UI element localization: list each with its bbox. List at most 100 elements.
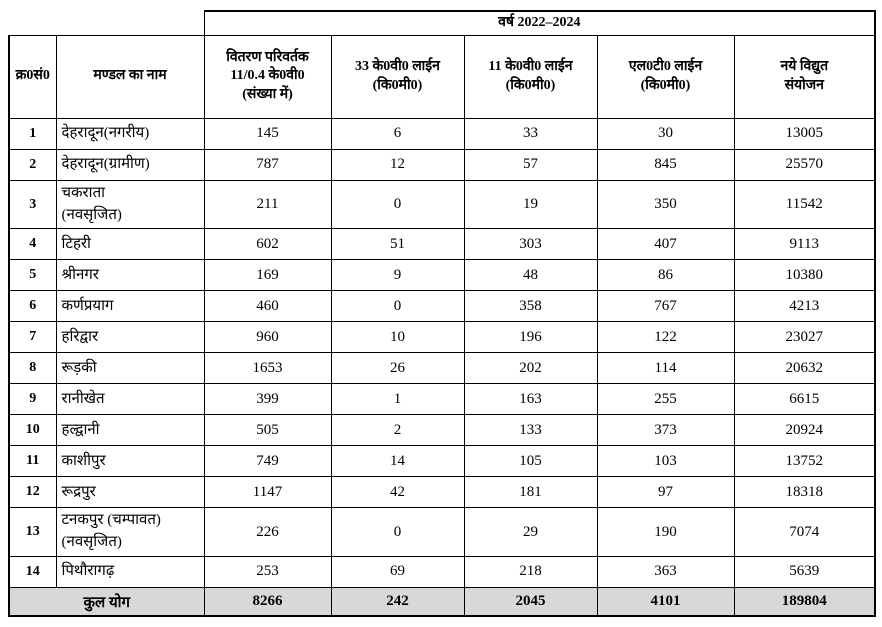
header-spacer bbox=[9, 11, 204, 35]
serial-cell: 8 bbox=[8, 352, 57, 385]
serial-cell: 9 bbox=[8, 383, 57, 416]
kv11-line-cell: 181 bbox=[463, 476, 598, 509]
new-connections-cell: 6615 bbox=[733, 383, 877, 416]
table-row: 10 हल्द्वानी 505 2 133 373 20924 bbox=[8, 414, 877, 447]
table-row: 12 रूद्रपुर 1147 42 181 97 18318 bbox=[8, 476, 877, 509]
division-name-cell: रूड़की bbox=[55, 352, 205, 385]
serial-cell: 10 bbox=[8, 414, 57, 447]
table-body: 1 देहरादून(नगरीय) 145 6 33 30 13005 2 देहरादून(ग… bbox=[8, 117, 877, 588]
serial-cell: 5 bbox=[8, 259, 57, 292]
transformers-count-cell: 253 bbox=[203, 555, 332, 588]
division-name-cell: हल्द्वानी bbox=[55, 414, 205, 447]
total-label: कुल योग bbox=[8, 586, 205, 618]
new-connections-cell: 23027 bbox=[733, 321, 877, 354]
table-row: 7 हरिद्वार 960 10 196 122 23027 bbox=[8, 321, 877, 354]
col-header-line: वितरण परिवर्तक bbox=[226, 49, 309, 65]
kv33-line-cell: 0 bbox=[330, 179, 465, 230]
lt-line-cell: 86 bbox=[596, 259, 735, 292]
total-11kv-cell: 2045 bbox=[463, 586, 598, 618]
division-name-cell: टिहरी bbox=[55, 228, 205, 261]
kv11-line-cell: 196 bbox=[463, 321, 598, 354]
total-lt-cell: 4101 bbox=[596, 586, 735, 618]
serial-cell: 3 bbox=[8, 179, 57, 230]
kv33-line-cell: 0 bbox=[330, 290, 465, 323]
total-transformers-cell: 8266 bbox=[203, 586, 332, 618]
serial-cell: 12 bbox=[8, 476, 57, 509]
transformers-count-cell: 602 bbox=[203, 228, 332, 261]
kv33-line-cell: 6 bbox=[330, 117, 465, 150]
lt-line-cell: 97 bbox=[596, 476, 735, 509]
kv33-line-cell: 12 bbox=[330, 148, 465, 181]
kv11-line-cell: 218 bbox=[463, 555, 598, 588]
lt-line-cell: 373 bbox=[596, 414, 735, 447]
col-header-line: एल0टी0 लाईन bbox=[628, 59, 703, 74]
lt-line-cell: 407 bbox=[596, 228, 735, 261]
lt-line-cell: 363 bbox=[596, 555, 735, 588]
lt-line-cell: 103 bbox=[596, 445, 735, 478]
year-header-row: वर्ष 2022–2024 bbox=[9, 9, 877, 36]
transformers-count-cell: 787 bbox=[203, 148, 332, 181]
kv33-line-cell: 1 bbox=[330, 383, 465, 416]
new-connections-cell: 4213 bbox=[733, 290, 877, 323]
division-name-cell: पिथौरागढ़ bbox=[55, 555, 205, 588]
division-name-cell: टनकपुर (चम्पावत) (नवसृजित) bbox=[55, 507, 205, 557]
kv11-line-cell: 202 bbox=[463, 352, 598, 385]
new-connections-cell: 20924 bbox=[733, 414, 877, 447]
col-header-lt-line: एल0टी0 लाईन (कि0मी0) bbox=[596, 34, 735, 119]
col-header-transformers: वितरण परिवर्तक 11/0.4 के0वी0 (संख्या में… bbox=[203, 34, 332, 119]
kv11-line-cell: 29 bbox=[463, 507, 598, 557]
total-new-connections-cell: 189804 bbox=[733, 586, 877, 618]
table-row: 14 पिथौरागढ़ 253 69 218 363 5639 bbox=[8, 555, 877, 588]
new-connections-cell: 11542 bbox=[733, 179, 877, 230]
col-header-line: नये विद्युत bbox=[780, 59, 829, 74]
kv33-line-cell: 14 bbox=[330, 445, 465, 478]
division-name-cell: रूद्रपुर bbox=[55, 476, 205, 509]
kv11-line-cell: 105 bbox=[463, 445, 598, 478]
col-header-line: 11 के0वी0 लाईन bbox=[488, 59, 573, 74]
division-statistics-table: वर्ष 2022–2024 क्र0सं0 मण्डल का नाम वितर… bbox=[8, 9, 877, 618]
table-row: 3 चकराता (नवसृजित) 211 0 19 350 11542 bbox=[8, 179, 877, 230]
kv11-line-cell: 303 bbox=[463, 228, 598, 261]
col-header-line: संयोजन bbox=[784, 77, 824, 93]
col-header-line: 11/0.4 के0वी0 bbox=[230, 68, 305, 84]
transformers-count-cell: 960 bbox=[203, 321, 332, 354]
new-connections-cell: 25570 bbox=[733, 148, 877, 181]
division-name-cell: रानीखेत bbox=[55, 383, 205, 416]
new-connections-cell: 10380 bbox=[733, 259, 877, 292]
lt-line-cell: 30 bbox=[596, 117, 735, 150]
transformers-count-cell: 1653 bbox=[203, 352, 332, 385]
col-header-line: (कि0मी0) bbox=[372, 77, 423, 93]
serial-cell: 13 bbox=[8, 507, 57, 557]
kv11-line-cell: 133 bbox=[463, 414, 598, 447]
lt-line-cell: 767 bbox=[596, 290, 735, 323]
new-connections-cell: 13752 bbox=[733, 445, 877, 478]
lt-line-cell: 122 bbox=[596, 321, 735, 354]
lt-line-cell: 845 bbox=[596, 148, 735, 181]
kv33-line-cell: 9 bbox=[330, 259, 465, 292]
col-header-line: (संख्या में) bbox=[242, 87, 293, 103]
division-name-cell: श्रीनगर bbox=[55, 259, 205, 292]
table-row: 8 रूड़की 1653 26 202 114 20632 bbox=[8, 352, 877, 385]
kv11-line-cell: 57 bbox=[463, 148, 598, 181]
kv33-line-cell: 51 bbox=[330, 228, 465, 261]
table-row: 4 टिहरी 602 51 303 407 9113 bbox=[8, 228, 877, 261]
new-connections-cell: 9113 bbox=[733, 228, 877, 261]
serial-cell: 11 bbox=[8, 445, 57, 478]
col-header-line: 33 के0वी0 लाईन bbox=[355, 59, 440, 74]
division-name-cell: काशीपुर bbox=[55, 445, 205, 478]
kv11-line-cell: 48 bbox=[463, 259, 598, 292]
table-row: 13 टनकपुर (चम्पावत) (नवसृजित) 226 0 29 190 707… bbox=[8, 507, 877, 557]
col-header-new-connections: नये विद्युत संयोजन bbox=[733, 34, 877, 119]
kv33-line-cell: 2 bbox=[330, 414, 465, 447]
kv33-line-cell: 69 bbox=[330, 555, 465, 588]
transformers-count-cell: 226 bbox=[203, 507, 332, 557]
table-row: 11 काशीपुर 749 14 105 103 13752 bbox=[8, 445, 877, 478]
transformers-count-cell: 145 bbox=[203, 117, 332, 150]
col-header-serial: क्र0सं0 bbox=[8, 34, 57, 119]
division-name-cell: चकराता (नवसृजित) bbox=[55, 179, 205, 230]
year-header: वर्ष 2022–2024 bbox=[203, 9, 877, 36]
col-header-11kv-line: 11 के0वी0 लाईन (कि0मी0) bbox=[463, 34, 598, 119]
kv11-line-cell: 163 bbox=[463, 383, 598, 416]
lt-line-cell: 350 bbox=[596, 179, 735, 230]
